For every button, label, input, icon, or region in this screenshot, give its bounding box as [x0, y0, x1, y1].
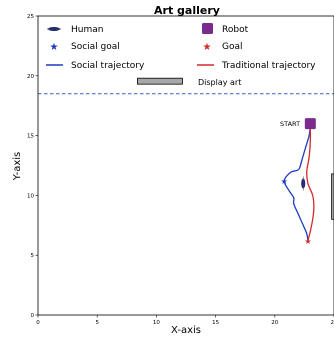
- legend-traditional-trajectory: Traditional trajectory: [197, 61, 316, 71]
- y-tick-label: 15: [27, 134, 34, 140]
- legend-human-label: Human: [71, 25, 103, 35]
- legend-robot-marker: [202, 23, 213, 34]
- display-art-label: Display art: [198, 78, 241, 87]
- legend-goal-label: Goal: [222, 42, 243, 52]
- legend-social-trajectory-label: Social trajectory: [71, 61, 145, 71]
- legend-social-goal-marker: ★: [50, 42, 59, 53]
- legend-social-trajectory: Social trajectory: [46, 61, 145, 71]
- legend-robot: Robot: [202, 23, 249, 35]
- y-tick-label: 0: [31, 313, 35, 319]
- x-tick-label: 0: [36, 320, 40, 326]
- traditional-trajectory-line: [306, 126, 315, 242]
- legend-robot-label: Robot: [222, 25, 249, 35]
- chart-title: Art gallery: [154, 4, 220, 17]
- goal-marker: ★: [304, 237, 311, 246]
- social-trajectory-line: [283, 125, 311, 241]
- display-art-piece: [137, 77, 183, 85]
- y-tick-label: 10: [27, 193, 34, 199]
- legend-goal: ★ Goal: [203, 42, 243, 53]
- trajectory-layer: [283, 125, 315, 242]
- start-label: START: [280, 120, 300, 128]
- x-tick-label: 5: [95, 320, 99, 326]
- y-axis-ticks: 0 5 10 15 20 25: [27, 14, 38, 319]
- legend-social-goal-label: Social goal: [71, 42, 120, 52]
- legend-human: Human: [47, 25, 103, 35]
- x-tick-label: 20: [271, 320, 278, 326]
- x-tick-label: 15: [212, 320, 219, 326]
- display-art-layer: [38, 77, 334, 220]
- plot-area: [37, 15, 334, 316]
- x-tick-label: 10: [153, 320, 160, 326]
- marker-layer: ★★: [281, 118, 316, 246]
- legend-goal-marker: ★: [203, 42, 212, 53]
- legend-social-goal: ★ Social goal: [50, 42, 120, 53]
- robot-start-marker: [304, 118, 316, 130]
- y-tick-label: 20: [27, 74, 34, 80]
- x-tick-label: 25: [331, 320, 334, 326]
- y-tick-label: 5: [31, 253, 35, 259]
- legend: Human Robot ★ Social goal ★ Goal Social …: [46, 23, 316, 71]
- display-art-piece: [331, 173, 334, 220]
- legend-traditional-trajectory-label: Traditional trajectory: [221, 61, 316, 71]
- social-goal-marker: ★: [281, 177, 288, 186]
- x-axis-ticks: 0 5 10 15 20 25: [36, 315, 334, 326]
- y-tick-label: 25: [27, 14, 34, 20]
- x-axis-label: X-axis: [171, 325, 201, 336]
- y-axis-label: Y-axis: [12, 152, 23, 182]
